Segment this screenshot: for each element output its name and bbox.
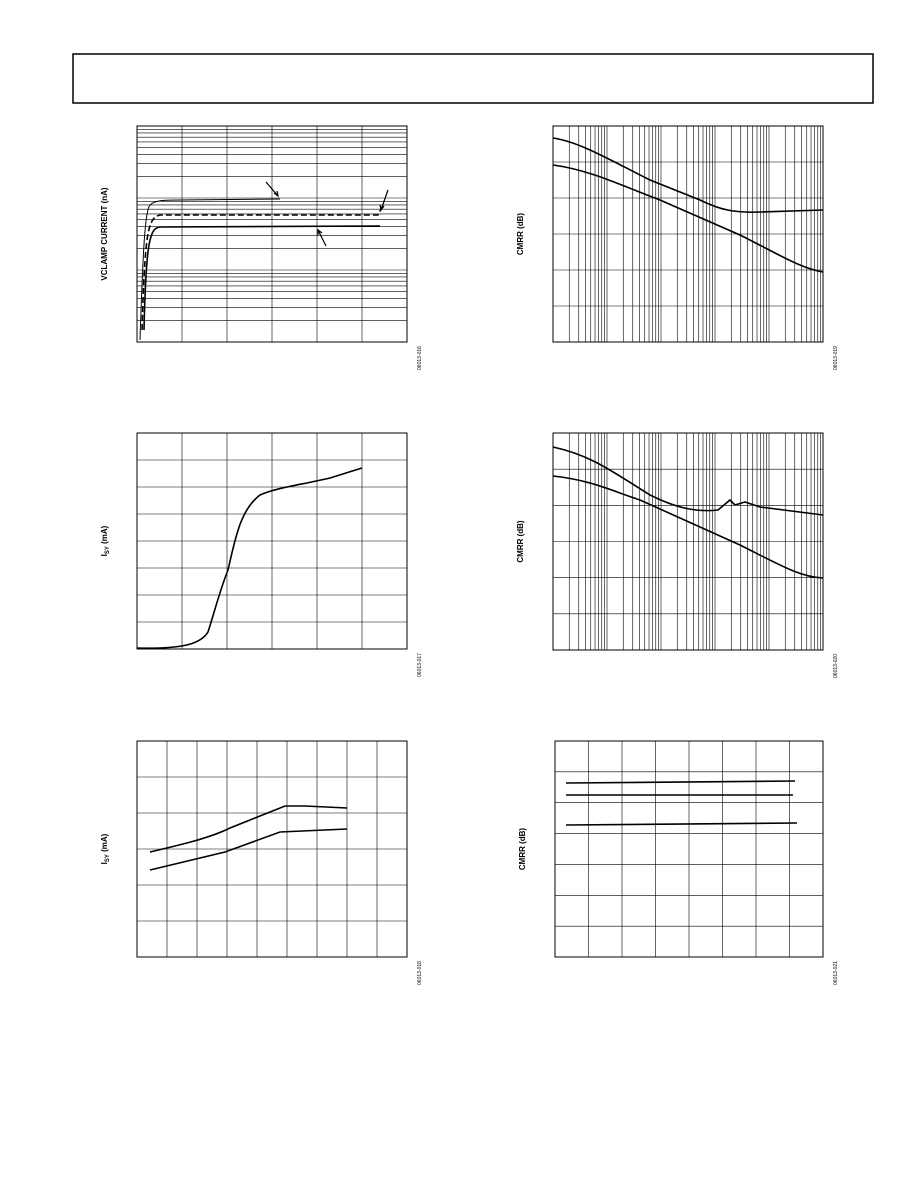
label-part: (mA) xyxy=(100,833,109,854)
figure-id: 06013-019 xyxy=(833,346,839,370)
plot-frame xyxy=(552,432,824,651)
plot-frame xyxy=(136,432,408,650)
y-axis-label: ISY (mA) xyxy=(100,525,111,556)
curve xyxy=(149,805,348,853)
y-axis-label: ISY (mA) xyxy=(100,833,111,864)
header-box xyxy=(72,53,874,104)
plot-frame xyxy=(552,125,824,343)
arrows xyxy=(265,181,389,247)
curve xyxy=(136,467,363,649)
curve xyxy=(552,164,824,273)
figure-id: 06013-016 xyxy=(417,346,423,370)
curve xyxy=(143,225,381,331)
plot-frame xyxy=(136,125,408,343)
figure-id: 06013-017 xyxy=(417,653,423,677)
curves-6 xyxy=(565,780,798,826)
curves-5 xyxy=(149,805,348,871)
figure-id: 06013-018 xyxy=(417,961,423,985)
plot-frame xyxy=(554,740,824,958)
y-axis-label: CMRR (dB) xyxy=(518,828,527,871)
curves-4 xyxy=(552,446,824,579)
curve xyxy=(149,828,348,871)
label-part: I xyxy=(100,862,109,864)
curve xyxy=(141,206,383,331)
y-axis-label: CMRR (dB) xyxy=(516,520,525,563)
y-axis-label: CMRR (dB) xyxy=(516,213,525,256)
plot-frame xyxy=(136,740,408,958)
curve xyxy=(552,446,824,516)
grids xyxy=(137,126,823,957)
y-axis-label: VCLAMP CURRENT (nA) xyxy=(100,187,109,281)
label-part: (mA) xyxy=(100,525,109,546)
curve xyxy=(565,780,798,826)
curves-2 xyxy=(552,137,824,273)
curves-1 xyxy=(139,181,389,341)
label-part: I xyxy=(100,554,109,556)
figure-id: 06013-020 xyxy=(833,654,839,678)
curve xyxy=(552,475,824,579)
label-part: SY xyxy=(105,854,111,862)
curve xyxy=(139,198,281,341)
label-part: SY xyxy=(105,546,111,554)
curve xyxy=(552,137,824,213)
figure-id: 06013-021 xyxy=(833,961,839,985)
